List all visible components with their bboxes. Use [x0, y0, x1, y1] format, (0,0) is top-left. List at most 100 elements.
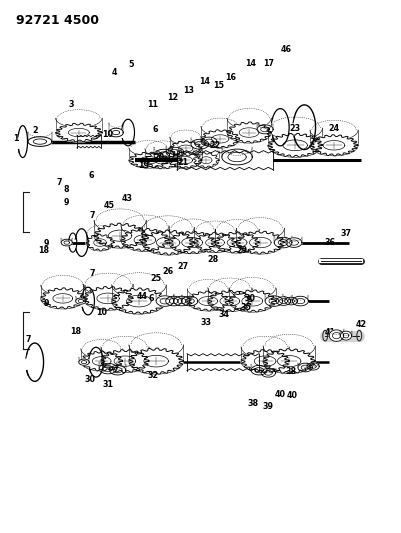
Polygon shape [86, 234, 114, 251]
Text: 4: 4 [112, 68, 117, 77]
Polygon shape [166, 147, 183, 157]
Polygon shape [129, 345, 183, 374]
Polygon shape [187, 291, 229, 311]
Polygon shape [267, 128, 322, 157]
Polygon shape [41, 288, 85, 309]
Text: 32: 32 [147, 371, 158, 380]
Polygon shape [236, 228, 284, 254]
Text: 1: 1 [13, 134, 18, 143]
Polygon shape [200, 126, 239, 148]
Text: 14: 14 [199, 77, 210, 86]
Text: 39: 39 [262, 402, 273, 411]
Polygon shape [144, 151, 180, 169]
Text: 12: 12 [167, 93, 178, 102]
Polygon shape [262, 349, 314, 374]
Text: 5: 5 [128, 60, 133, 69]
Polygon shape [83, 287, 133, 310]
Text: 14: 14 [244, 59, 255, 68]
Text: 7: 7 [56, 178, 61, 187]
Text: 36: 36 [324, 238, 335, 247]
Text: 34: 34 [218, 310, 229, 319]
Polygon shape [109, 366, 126, 375]
Polygon shape [215, 232, 258, 253]
Text: 15: 15 [212, 81, 223, 90]
Polygon shape [275, 297, 290, 305]
Polygon shape [154, 149, 174, 160]
Polygon shape [81, 349, 122, 371]
Text: 30: 30 [244, 294, 255, 303]
Text: 6: 6 [148, 294, 153, 303]
Polygon shape [111, 288, 166, 314]
Text: 20: 20 [153, 153, 164, 162]
Text: 46: 46 [280, 45, 291, 54]
Polygon shape [200, 137, 217, 146]
Polygon shape [101, 350, 148, 373]
Text: 9: 9 [44, 299, 49, 308]
Text: 40: 40 [274, 390, 285, 399]
Text: 6: 6 [88, 171, 93, 180]
Text: 9: 9 [63, 198, 69, 207]
Polygon shape [168, 229, 215, 254]
Text: 42: 42 [355, 320, 366, 329]
Polygon shape [285, 238, 301, 247]
Text: 37: 37 [340, 229, 350, 238]
Text: 29: 29 [236, 246, 247, 255]
Polygon shape [111, 285, 166, 314]
Polygon shape [251, 366, 266, 375]
Polygon shape [169, 137, 201, 156]
Polygon shape [241, 350, 288, 373]
Text: 11: 11 [147, 100, 158, 109]
Text: 31: 31 [102, 380, 113, 389]
Polygon shape [109, 128, 123, 137]
Polygon shape [173, 296, 189, 306]
Polygon shape [168, 149, 201, 168]
Text: 41: 41 [324, 328, 335, 337]
Polygon shape [229, 288, 275, 312]
Text: 2: 2 [32, 126, 37, 135]
Polygon shape [236, 231, 284, 254]
Polygon shape [306, 363, 318, 370]
Polygon shape [273, 237, 291, 248]
Polygon shape [207, 288, 251, 312]
Polygon shape [284, 297, 297, 305]
Text: 43: 43 [121, 194, 132, 203]
Polygon shape [168, 152, 201, 168]
Polygon shape [190, 139, 208, 149]
Polygon shape [129, 148, 168, 168]
Polygon shape [61, 239, 72, 246]
Text: 17: 17 [262, 59, 273, 68]
Polygon shape [79, 359, 89, 365]
Text: 28: 28 [207, 255, 218, 264]
Polygon shape [99, 364, 117, 374]
Text: 40: 40 [286, 391, 297, 400]
Polygon shape [94, 223, 146, 248]
Text: 8: 8 [63, 185, 69, 194]
Polygon shape [142, 230, 194, 255]
Text: 9: 9 [44, 239, 49, 248]
Ellipse shape [356, 330, 361, 341]
Text: 33: 33 [200, 318, 211, 327]
Polygon shape [55, 123, 102, 142]
Polygon shape [181, 296, 197, 306]
Text: 35: 35 [240, 303, 251, 312]
Text: 7: 7 [89, 212, 95, 221]
Polygon shape [292, 296, 308, 306]
Polygon shape [75, 298, 86, 304]
Text: 38: 38 [247, 399, 258, 408]
Text: 25: 25 [150, 273, 161, 282]
Polygon shape [241, 347, 288, 373]
Text: 6: 6 [152, 125, 157, 134]
Polygon shape [207, 290, 251, 311]
Polygon shape [129, 348, 183, 374]
Polygon shape [229, 290, 275, 312]
Text: 30: 30 [84, 375, 95, 384]
Polygon shape [165, 296, 181, 306]
Text: 22: 22 [209, 141, 220, 150]
Text: 3: 3 [68, 100, 73, 109]
Polygon shape [129, 152, 168, 168]
Polygon shape [267, 133, 322, 157]
Text: 92721 4500: 92721 4500 [16, 14, 99, 27]
Text: 10: 10 [96, 308, 107, 317]
Polygon shape [227, 118, 270, 143]
Polygon shape [309, 130, 357, 156]
